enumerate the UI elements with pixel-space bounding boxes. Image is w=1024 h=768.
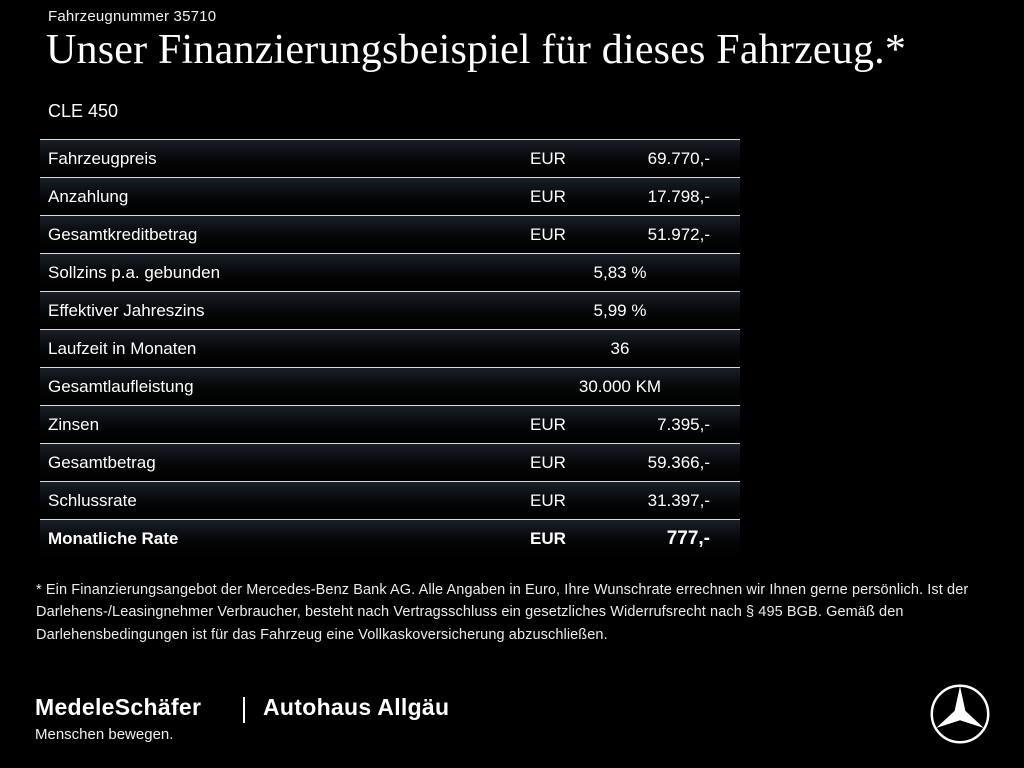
dealer-name: MedeleSchäfer: [35, 694, 202, 720]
page-title: Unser Finanzierungsbeispiel für dieses F…: [46, 27, 907, 73]
row-label: Fahrzeugpreis: [48, 148, 157, 168]
row-label: Sollzins p.a. gebunden: [48, 262, 221, 282]
row-values: EUR 31.397,-: [530, 491, 710, 511]
row-label: Laufzeit in Monaten: [48, 338, 197, 358]
row-currency: EUR: [530, 186, 566, 206]
row-values: 36: [530, 339, 710, 359]
row-value: 51.972,-: [647, 224, 710, 244]
row-value: 31.397,-: [647, 490, 710, 510]
table-row: Monatliche Rate EUR 777,-: [40, 519, 740, 557]
row-label: Schlussrate: [48, 490, 137, 510]
row-values: EUR 51.972,-: [530, 225, 710, 245]
row-label: Gesamtkreditbetrag: [48, 224, 198, 244]
footnote: * Ein Finanzierungsangebot der Mercedes-…: [36, 582, 969, 643]
footer-divider: [243, 697, 245, 723]
row-value: 7.395,-: [657, 414, 710, 434]
vehicle-number: Fahrzeugnummer 35710: [48, 8, 217, 25]
table-row: Effektiver Jahreszins 5,99 %: [40, 291, 740, 329]
mercedes-star-icon: [930, 684, 990, 744]
row-values: EUR 17.798,-: [530, 187, 710, 207]
row-values: 5,83 %: [530, 263, 710, 283]
table-row: Zinsen EUR 7.395,-: [40, 405, 740, 443]
table-row: Sollzins p.a. gebunden 5,83 %: [40, 253, 740, 291]
row-value: 17.798,-: [647, 186, 710, 206]
row-value: 30.000 KM: [578, 376, 662, 396]
row-label: Gesamtlaufleistung: [48, 376, 194, 396]
row-values: EUR 69.770,-: [530, 149, 710, 169]
row-values: EUR 7.395,-: [530, 415, 710, 435]
table-row: Anzahlung EUR 17.798,-: [40, 177, 740, 215]
table-row: Fahrzeugpreis EUR 69.770,-: [40, 139, 740, 177]
dealer-tagline: Menschen bewegen.: [35, 726, 174, 743]
row-currency: EUR: [530, 224, 566, 244]
row-currency: EUR: [530, 528, 566, 548]
row-label: Gesamtbetrag: [48, 452, 156, 472]
vehicle-model: CLE 450: [48, 101, 119, 121]
financing-table: Fahrzeugpreis EUR 69.770,- Anzahlung EUR 17.7…: [40, 139, 740, 557]
table-row: Gesamtlaufleistung 30.000 KM: [40, 367, 740, 405]
row-values: 30.000 KM: [530, 377, 710, 397]
row-value: 5,99 %: [593, 300, 647, 320]
row-values: EUR 777,-: [530, 528, 710, 550]
row-value: 36: [610, 338, 630, 358]
row-label: Monatliche Rate: [48, 528, 179, 548]
row-value: 59.366,-: [647, 452, 710, 472]
table-row: Laufzeit in Monaten 36: [40, 329, 740, 367]
dealer-logo-autohaus-allgaeu: Autohaus Allgäu: [263, 694, 450, 720]
row-value: 69.770,-: [647, 148, 710, 168]
row-currency: EUR: [530, 414, 566, 434]
row-label: Effektiver Jahreszins: [48, 300, 205, 320]
row-value: 5,83 %: [593, 262, 647, 282]
table-row: Gesamtbetrag EUR 59.366,-: [40, 443, 740, 481]
table-row: Gesamtkreditbetrag EUR 51.972,-: [40, 215, 740, 253]
table-row: Schlussrate EUR 31.397,-: [40, 481, 740, 519]
row-values: EUR 59.366,-: [530, 453, 710, 473]
row-currency: EUR: [530, 452, 566, 472]
row-currency: EUR: [530, 490, 566, 510]
row-currency: EUR: [530, 148, 566, 168]
row-label: Anzahlung: [48, 186, 129, 206]
row-label: Zinsen: [48, 414, 100, 434]
dealer-logo-medele-schaefer: MedeleSchäfer Menschen bewegen.: [35, 694, 201, 743]
row-value: 777,-: [666, 527, 710, 549]
row-values: 5,99 %: [530, 301, 710, 321]
